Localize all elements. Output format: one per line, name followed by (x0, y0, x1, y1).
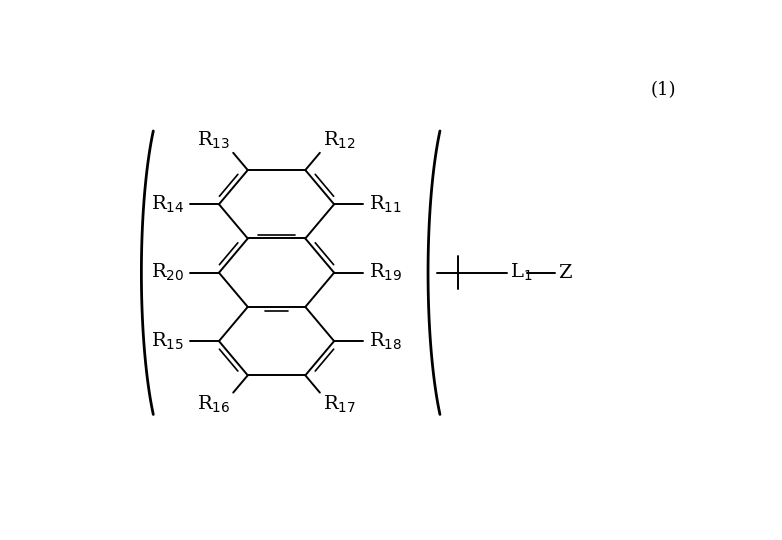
Text: (1): (1) (651, 82, 676, 99)
Text: R$_{16}$: R$_{16}$ (197, 394, 231, 415)
Text: R$_{15}$: R$_{15}$ (151, 330, 185, 352)
Text: R$_{18}$: R$_{18}$ (369, 330, 402, 352)
Text: R$_{13}$: R$_{13}$ (197, 130, 231, 151)
Text: R$_{19}$: R$_{19}$ (369, 262, 402, 284)
Text: R$_{14}$: R$_{14}$ (151, 194, 185, 215)
Text: Z: Z (558, 264, 572, 282)
Text: R$_{20}$: R$_{20}$ (151, 262, 185, 284)
Text: R$_{11}$: R$_{11}$ (369, 194, 402, 215)
Text: L$_1$: L$_1$ (510, 262, 533, 284)
Text: R$_{17}$: R$_{17}$ (323, 394, 356, 415)
Text: R$_{12}$: R$_{12}$ (323, 130, 356, 151)
